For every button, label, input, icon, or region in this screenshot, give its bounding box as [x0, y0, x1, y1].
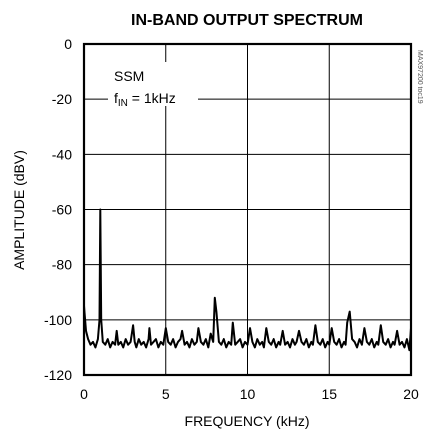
annotation-f: f [114, 90, 118, 106]
x-tick-label: 0 [80, 386, 88, 402]
y-tick-labels: 0 -20 -40 -60 -80 -100 -120 [44, 36, 72, 383]
x-tick-labels: 0 5 10 15 20 [80, 386, 419, 402]
x-tick-label: 15 [321, 386, 337, 402]
annotation-subscript: IN [118, 98, 128, 109]
annotation-background [108, 62, 198, 106]
chart-title: IN-BAND OUTPUT SPECTRUM [131, 12, 363, 29]
plot-frame [82, 42, 413, 377]
x-tick-label: 5 [162, 386, 170, 402]
x-tick-label: 10 [240, 386, 256, 402]
y-tick-label: -20 [52, 91, 72, 107]
y-tick-label: -120 [44, 367, 72, 383]
figure-id: MAX97200 toc19 [416, 50, 423, 104]
annotation-frequency: fIN = 1kHz [114, 90, 176, 109]
x-axis-label: FREQUENCY (kHz) [185, 413, 310, 429]
y-tick-label: -80 [52, 257, 72, 273]
y-axis-label: AMPLITUDE (dBV) [11, 150, 27, 270]
y-tick-label: -100 [44, 312, 72, 328]
annotation-mode: SSM [114, 68, 144, 84]
y-tick-label: -60 [52, 202, 72, 218]
spectrum-line [83, 208, 412, 352]
series-layer [83, 208, 412, 352]
y-tick-label: 0 [64, 36, 72, 52]
annotation-value: = 1kHz [128, 90, 176, 106]
y-tick-label: -40 [52, 146, 72, 162]
x-tick-label: 20 [403, 386, 419, 402]
